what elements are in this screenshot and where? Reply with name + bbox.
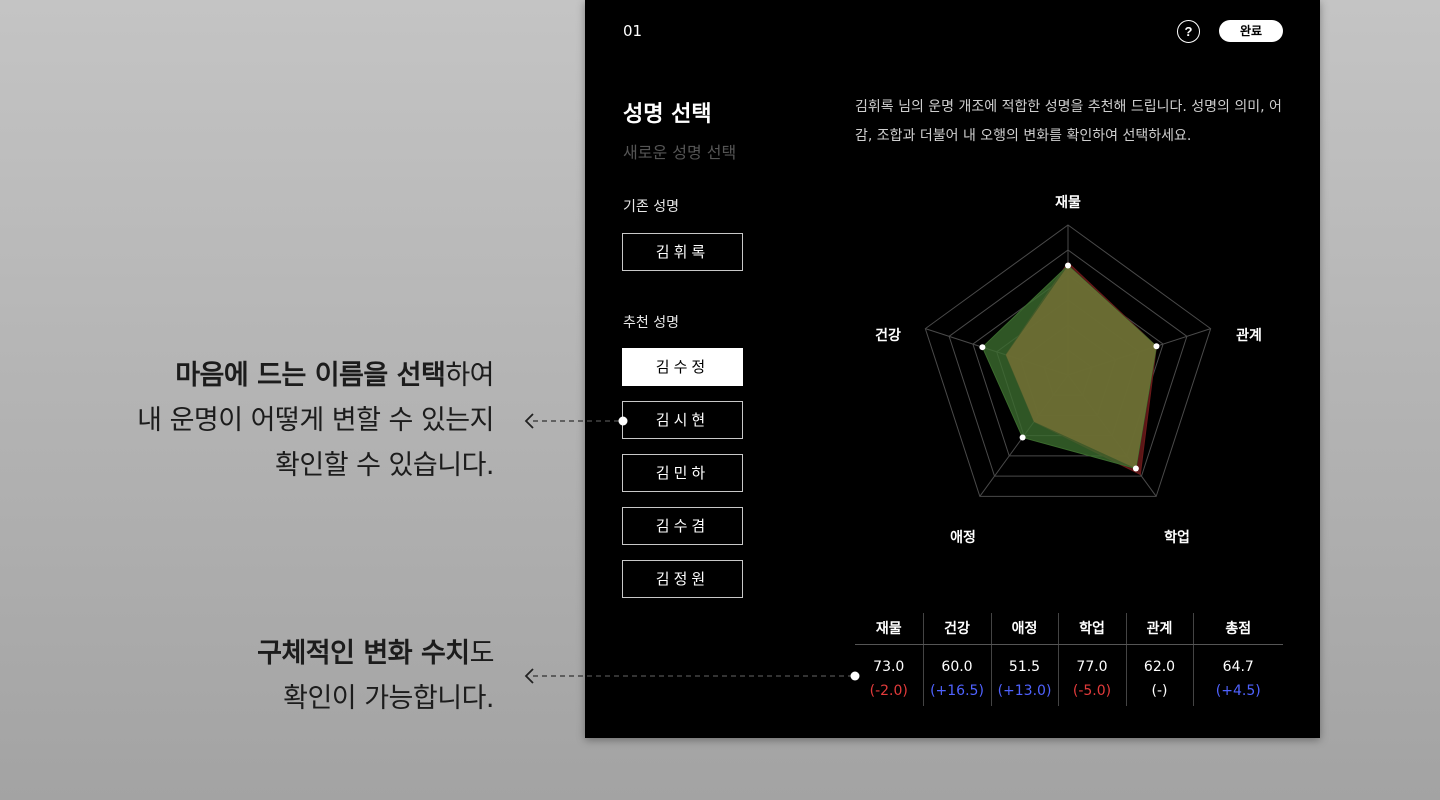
arrow-left-icon bbox=[524, 668, 534, 684]
radar-series bbox=[981, 261, 1157, 476]
arrow-left-icon bbox=[524, 413, 534, 429]
score-value: 64.7 bbox=[1222, 658, 1254, 675]
score-cell-total: 64.7 (+4.5) bbox=[1192, 644, 1283, 706]
score-value: 73.0 bbox=[873, 658, 905, 675]
step-number: 01 bbox=[623, 22, 643, 40]
axis-label-wealth: 재물 bbox=[1055, 195, 1081, 211]
page-title: 성명 선택 bbox=[623, 102, 712, 127]
score-header-total: 총점 bbox=[1192, 613, 1283, 645]
annotation-text: 확인할 수 있습니다. bbox=[275, 450, 494, 481]
name-option-3[interactable]: 김민하 bbox=[622, 454, 743, 492]
done-button[interactable]: 완료 bbox=[1219, 20, 1283, 42]
score-delta: (+4.5) bbox=[1215, 682, 1261, 699]
score-value: 77.0 bbox=[1076, 658, 1108, 675]
axis-label-love: 애정 bbox=[950, 529, 976, 546]
score-cell-love: 51.5 (+13.0) bbox=[990, 644, 1058, 706]
annotation-bold-text: 마음에 드는 이름을 선택 bbox=[175, 360, 446, 391]
score-cell-health: 60.0 (+16.5) bbox=[922, 644, 991, 706]
annotation-text: 내 운명이 어떻게 변할 수 있는지 bbox=[137, 405, 494, 436]
radar-grid-ring bbox=[948, 249, 1188, 477]
page-description: 김휘록 님의 운명 개조에 적합한 성명을 추천해 드립니다. 성명의 의미, … bbox=[855, 99, 1282, 144]
annotation-text: 확인이 가능합니다. bbox=[283, 683, 494, 714]
annotation-text: 하여 bbox=[445, 360, 494, 391]
annotation-score-change: 구체적인 변화 수치도 확인이 가능합니다. bbox=[257, 631, 494, 721]
name-option-2[interactable]: 김시현 bbox=[622, 401, 743, 439]
score-row: 73.0 (-2.0) 60.0 (+16.5) 51.5 (+13.0) 77.0 (… bbox=[855, 644, 1283, 706]
score-header-health: 건강 bbox=[922, 613, 991, 645]
annotation-bold-text: 구체적인 변화 수치 bbox=[257, 638, 470, 669]
score-header-wealth: 재물 bbox=[855, 613, 923, 645]
radar-point bbox=[979, 344, 986, 351]
score-delta: (-5.0) bbox=[1072, 682, 1112, 699]
name-option-1[interactable]: 김수정 bbox=[622, 348, 743, 386]
score-cell-study: 77.0 (-5.0) bbox=[1057, 644, 1126, 706]
annotation-text: 도 bbox=[469, 638, 495, 669]
recommended-name-label: 추천 성명 bbox=[623, 315, 679, 331]
score-delta: (-2.0) bbox=[869, 682, 908, 699]
radar-point bbox=[1132, 465, 1139, 472]
radar-chart: 재물 관계 학업 애정 건강 bbox=[875, 195, 1262, 546]
name-option-4[interactable]: 김수겸 bbox=[622, 507, 743, 545]
score-header-love: 애정 bbox=[990, 613, 1058, 645]
score-cell-relation: 62.0 (-) bbox=[1125, 644, 1193, 706]
score-table: 재물 건강 애정 학업 관계 총점 73.0 (-2.0) 60.0 (+16.5)… bbox=[855, 613, 1283, 706]
radar-point bbox=[1065, 262, 1071, 269]
axis-label-health: 건강 bbox=[875, 327, 901, 344]
help-button[interactable]: ? bbox=[1177, 20, 1200, 43]
score-delta: (+13.0) bbox=[997, 682, 1052, 699]
score-delta: (-) bbox=[1151, 682, 1168, 699]
score-header-study: 학업 bbox=[1057, 613, 1126, 645]
radar-grid-ring bbox=[972, 274, 1164, 457]
score-header-relation: 관계 bbox=[1125, 613, 1193, 645]
radar-grid-ring bbox=[924, 224, 1212, 497]
name-option-5[interactable]: 김정원 bbox=[622, 560, 743, 598]
question-circle-icon: ? bbox=[1184, 23, 1193, 39]
original-name-label: 기존 성명 bbox=[623, 199, 679, 215]
score-value: 62.0 bbox=[1143, 658, 1176, 675]
radar-points bbox=[979, 262, 1160, 472]
axis-label-study: 학업 bbox=[1164, 530, 1190, 546]
radar-point bbox=[1019, 434, 1026, 441]
score-cell-wealth: 73.0 (-2.0) bbox=[855, 644, 923, 706]
score-value: 60.0 bbox=[941, 658, 973, 675]
annotation-name-select: 마음에 드는 이름을 선택하여 내 운명이 어떻게 변할 수 있는지 확인할 수… bbox=[137, 353, 494, 488]
page-subtitle: 새로운 성명 선택 bbox=[623, 143, 737, 162]
original-name-box: 김휘록 bbox=[622, 233, 743, 271]
radar-series-overlap bbox=[1005, 265, 1157, 469]
score-delta: (+16.5) bbox=[930, 682, 984, 699]
radar-point bbox=[1153, 343, 1160, 350]
score-value: 51.5 bbox=[1008, 658, 1041, 675]
axis-label-relation: 관계 bbox=[1236, 327, 1262, 344]
name-select-panel: 01 ? 완료 성명 선택 새로운 성명 선택 김휘록 님의 운명 개조에 적합… bbox=[585, 0, 1320, 738]
